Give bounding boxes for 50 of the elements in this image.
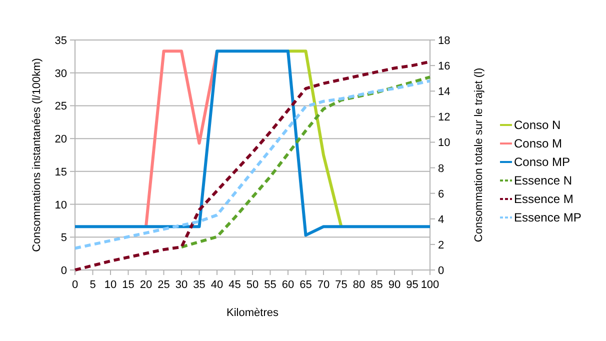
y2-axis-title: Consommation totale sur le trajet (l) bbox=[473, 68, 485, 242]
line-series bbox=[74, 79, 432, 250]
y-tick-label: 0 bbox=[60, 265, 67, 277]
y2-tick-label: 4 bbox=[438, 214, 444, 226]
x-tick-label: 95 bbox=[406, 279, 418, 291]
x-tick-label: 85 bbox=[370, 279, 383, 291]
x-tick-label: 75 bbox=[335, 279, 348, 291]
x-tick-label: 60 bbox=[282, 279, 294, 291]
x-tick-label: 70 bbox=[317, 279, 330, 291]
x-tick-label: 50 bbox=[246, 279, 259, 291]
x-tick-label: 40 bbox=[210, 279, 224, 291]
x-tick-label: 80 bbox=[352, 279, 366, 291]
legend-label: Conso N bbox=[514, 118, 561, 132]
x-axis-title: Kilomètres bbox=[226, 307, 279, 319]
y2-tick-label: 16 bbox=[438, 60, 450, 73]
y-axis-title: Consommations instantanées (l/100km) bbox=[31, 58, 43, 252]
y2-tick-label: 6 bbox=[438, 188, 444, 200]
y-tick-label: 10 bbox=[54, 199, 67, 212]
y2-tick-label: 2 bbox=[438, 239, 444, 252]
x-tick-label: 90 bbox=[388, 279, 401, 291]
y2-tick-label: 18 bbox=[438, 35, 450, 47]
x-tick-label: 5 bbox=[90, 279, 96, 291]
x-tick-label: 10 bbox=[104, 279, 117, 291]
legend-label: Conso MP bbox=[514, 155, 570, 169]
x-tick-label: 30 bbox=[175, 279, 188, 291]
line-series bbox=[180, 76, 432, 248]
y-tick-label: 30 bbox=[54, 68, 67, 80]
x-tick-label: 55 bbox=[264, 279, 276, 291]
x-tick-label: 45 bbox=[228, 279, 241, 291]
x-tick-label: 35 bbox=[193, 279, 206, 291]
legend-label: Essence N bbox=[514, 174, 572, 188]
y2-tick-label: 12 bbox=[438, 112, 450, 124]
legend-label: Essence MP bbox=[514, 210, 582, 224]
x-tick-label: 15 bbox=[122, 279, 134, 291]
x-tick-label: 100 bbox=[420, 279, 440, 291]
x-tick-label: 0 bbox=[72, 279, 78, 291]
y-tick-label: 25 bbox=[54, 100, 67, 113]
x-tick-label: 65 bbox=[300, 279, 312, 291]
y-tick-label: 20 bbox=[54, 134, 67, 146]
legend-label: Conso M bbox=[514, 136, 562, 150]
x-tick-label: 20 bbox=[140, 279, 152, 291]
y-tick-label: 5 bbox=[60, 232, 67, 244]
y2-tick-label: 0 bbox=[438, 265, 444, 277]
y2-tick-label: 10 bbox=[438, 137, 450, 150]
legend-label: Essence M bbox=[514, 192, 574, 206]
y-tick-label: 35 bbox=[54, 35, 67, 47]
y2-tick-label: 14 bbox=[438, 86, 450, 98]
y2-tick-label: 8 bbox=[438, 162, 444, 175]
y-tick-label: 15 bbox=[54, 166, 67, 178]
x-tick-label: 25 bbox=[158, 279, 170, 291]
